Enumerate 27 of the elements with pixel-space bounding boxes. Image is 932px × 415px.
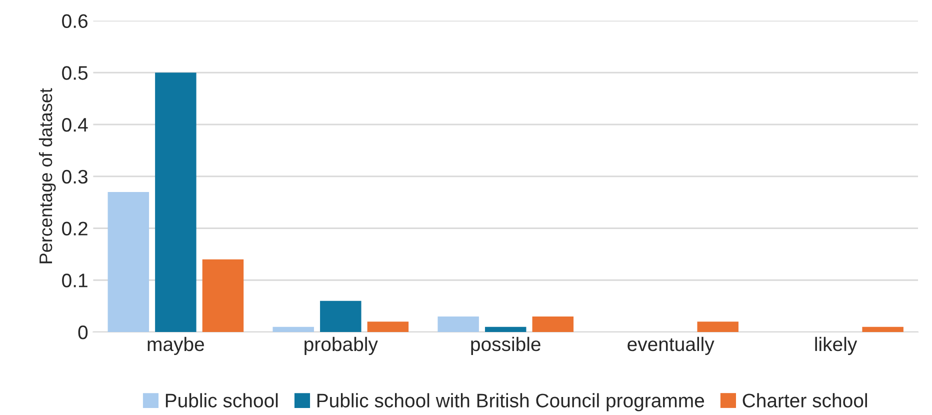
bar	[155, 72, 196, 332]
y-tick-label: 0.5	[62, 66, 88, 80]
bar	[862, 326, 904, 332]
y-axis-title: Percentage of dataset	[38, 88, 56, 264]
y-tick-label: 0.6	[62, 14, 88, 28]
y-tick-label: 0.2	[62, 222, 88, 236]
x-tick-label: likely	[815, 336, 858, 355]
x-tick-label: possible	[471, 336, 540, 355]
x-tick-label: maybe	[148, 336, 204, 355]
bar	[367, 322, 409, 332]
y-tick-label: 0.3	[62, 170, 88, 184]
legend-label: Public school with British Council programme	[317, 393, 704, 412]
bar	[697, 322, 738, 332]
y-tick-label: 0.1	[62, 274, 88, 288]
y-tick-label: 0.4	[62, 118, 88, 132]
bar	[108, 192, 150, 332]
bar	[484, 326, 526, 332]
x-tick-label: eventually	[628, 336, 714, 355]
bar	[272, 326, 314, 332]
bar	[438, 316, 479, 332]
bar	[532, 316, 574, 332]
legend-label: Public school	[166, 393, 278, 408]
x-tick-label: probably	[304, 336, 378, 355]
bar	[202, 259, 244, 332]
y-tick-label: 0	[78, 325, 88, 340]
bar	[320, 300, 362, 332]
legend-label: Charter school	[742, 393, 867, 408]
